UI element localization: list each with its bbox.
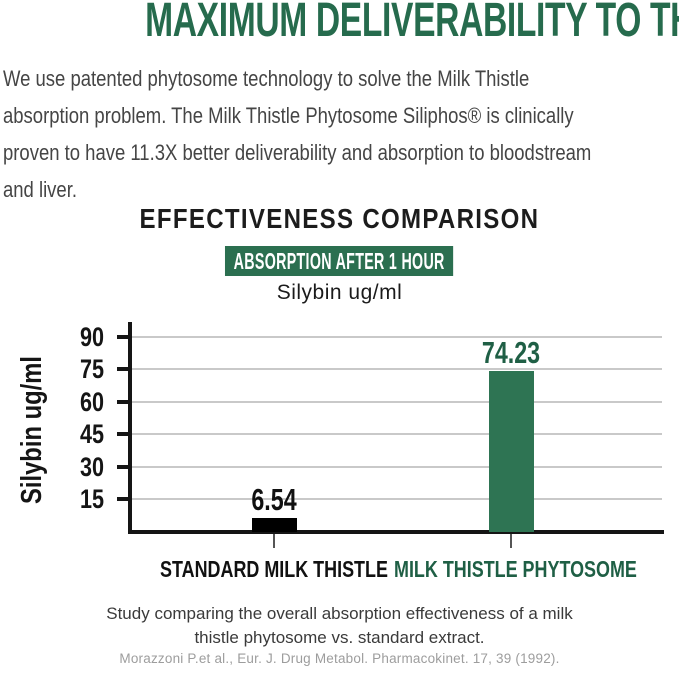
y-tick-label: 30 [79,451,104,482]
bar-standard [251,517,297,532]
y-axis-title: Silybin ug/ml [16,356,48,504]
grid-line [130,433,662,436]
study-caption: Study comparing the overall absorption e… [106,604,573,647]
y-axis-tick [117,432,130,437]
y-axis-tick [117,367,130,372]
badge-row: ABSORPTION AFTER 1 HOUR [0,246,679,278]
chart-title: EFFECTIVENESS COMPARISON [0,203,679,235]
x-axis-tick [510,534,512,548]
grid-line [130,368,662,371]
x-axis-line [128,530,664,534]
citation: Morazzoni P.et al., Eur. J. Drug Metabol… [119,651,560,666]
y-axis-tick [117,497,130,502]
category-label: MILK THISTLE PHYTOSOME [394,556,637,582]
bar-value-label: 74.23 [481,334,541,370]
y-tick-label: 90 [79,321,104,352]
bar-value-label: 6.54 [251,481,297,517]
bar-chart: Silybin ug/ml 15 30 45 60 75 90 6.54 STANDARD M… [0,315,679,593]
grid-line [130,400,662,403]
y-axis-line [128,322,132,532]
x-axis-tick [273,534,275,548]
grid-line [130,335,662,338]
chart-subtitle: Silybin ug/ml [276,281,403,304]
y-tick-label: 60 [79,386,104,417]
page-title: MAXIMUM DELIVERABILITY TO THE LIVER [0,0,679,45]
intro-paragraph: We use patented phytosome technology to … [3,60,679,208]
intro-line: We use patented phytosome technology to … [3,66,530,91]
grid-line [130,465,662,468]
category-label: STANDARD MILK THISTLE [160,556,388,582]
absorption-badge: ABSORPTION AFTER 1 HOUR [225,246,454,276]
intro-line: and liver. [3,177,77,202]
y-tick-label: 15 [79,484,104,515]
y-tick-label: 45 [79,419,104,450]
chart-title-text: EFFECTIVENESS COMPARISON [139,203,540,234]
y-axis-tick [117,334,130,339]
y-axis-tick [117,464,130,469]
grid-line [130,498,662,501]
intro-line: absorption problem. The Milk Thistle Phy… [3,103,574,128]
page-title-text: MAXIMUM DELIVERABILITY TO THE LIVER [145,0,679,47]
y-axis-tick [117,399,130,404]
y-tick-label: 75 [79,354,104,385]
bar-phytosome [488,370,534,532]
intro-line: proven to have 11.3X better deliverabili… [3,140,592,165]
